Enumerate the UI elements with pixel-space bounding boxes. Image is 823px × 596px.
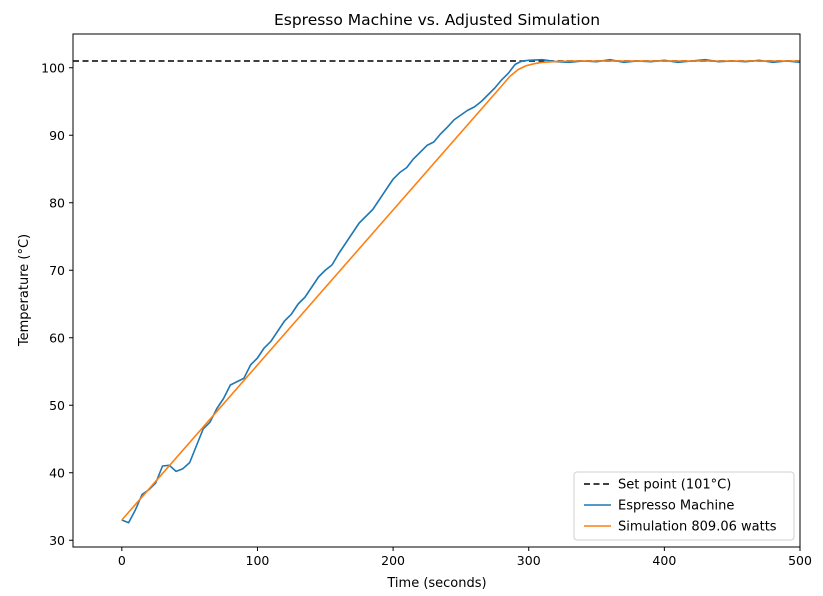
legend: Set point (101°C) Espresso Machine Simulat…	[573, 471, 795, 541]
y-tick-label: 80	[49, 195, 65, 210]
legend-label-espresso-machine: Espresso Machine	[618, 499, 734, 514]
x-tick-label: 400	[652, 553, 676, 568]
y-tick-label: 100	[41, 60, 65, 75]
x-tick-label: 100	[246, 553, 270, 568]
y-axis-label: Temperature (°C)	[17, 234, 32, 347]
y-tick-label: 90	[49, 128, 65, 143]
plot-frame	[72, 33, 801, 548]
x-axis-label: Time (seconds)	[386, 576, 486, 591]
legend-box	[573, 471, 795, 541]
x-tick-label: 500	[788, 553, 812, 568]
y-tick-label: 70	[49, 263, 65, 278]
y-tick-label: 40	[49, 465, 65, 480]
x-tick-label: 0	[118, 553, 126, 568]
chart-title: Espresso Machine vs. Adjusted Simulation	[274, 11, 600, 29]
y-tick-label: 60	[49, 330, 65, 345]
x-tick-label: 200	[381, 553, 405, 568]
y-tick-label: 50	[49, 398, 65, 413]
y-tick-label: 30	[49, 533, 65, 548]
legend-label-simulation: Simulation 809.06 watts	[618, 520, 777, 535]
legend-label-setpoint: Set point (101°C)	[618, 478, 731, 493]
series-line-simulation	[121, 60, 800, 521]
plot-area: 0 100 200 300 400 500 30 40 50 60 70 80 90 100	[41, 33, 812, 568]
x-tick-label: 300	[517, 553, 541, 568]
